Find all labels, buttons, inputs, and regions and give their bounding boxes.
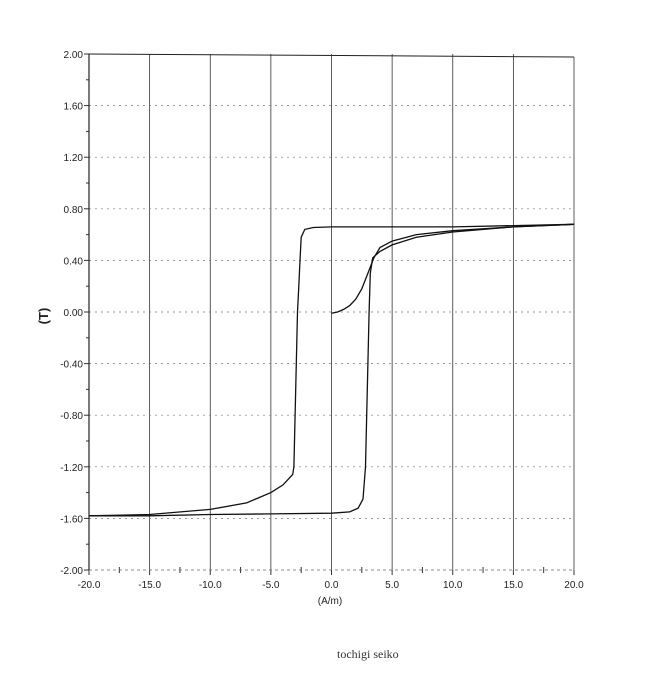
series-line-3: [331, 223, 575, 314]
x-tick-label: -20.0: [78, 580, 101, 591]
grid: [89, 54, 574, 570]
x-tick-label: 15.0: [504, 580, 524, 591]
x-axis-label: (A/m): [318, 596, 342, 607]
x-tick-label: 20.0: [564, 580, 584, 591]
x-tick-label: 0.0: [325, 580, 339, 591]
y-tick-label: -2.00: [60, 566, 83, 577]
x-tick-label: -10.0: [199, 580, 222, 591]
y-tick-label: -0.40: [60, 360, 83, 371]
y-tick-label: 2.00: [64, 50, 84, 61]
y-tick-label: 0.40: [64, 256, 84, 267]
x-tick-label: -15.0: [138, 580, 161, 591]
y-tick-label: 0.80: [64, 205, 84, 216]
tick-labels: -20.0 -15.0 -10.0 -5.0 0.0 5.0 10.0 15.0 20.0 2.0…: [60, 50, 584, 591]
y-tick-label: -1.60: [60, 514, 83, 525]
top-border: [88, 53, 575, 58]
axes: [84, 53, 575, 575]
y-tick-label: 0.00: [64, 308, 84, 319]
y-axis-label: (T): [36, 308, 51, 325]
x-tick-label: 10.0: [443, 580, 463, 591]
series-line-2: [89, 223, 575, 517]
y-tick-label: 1.20: [64, 153, 84, 164]
series-line-1: [88, 223, 575, 517]
y-tick-label: 1.60: [64, 102, 84, 113]
y-tick-label: -1.20: [60, 463, 83, 474]
credit-text: tochigi seiko: [337, 647, 399, 661]
x-tick-label: -5.0: [262, 580, 280, 591]
x-tick-label: 5.0: [385, 580, 399, 591]
y-tick-label: -0.80: [60, 411, 83, 422]
series-lines: [88, 223, 575, 517]
